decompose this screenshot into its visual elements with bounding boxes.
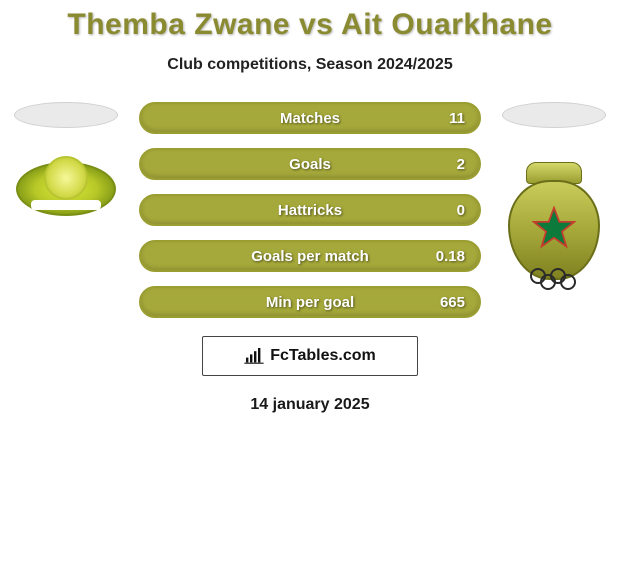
stat-bar-matches: Matches 11	[139, 102, 481, 134]
brand-text: FcTables.com	[270, 347, 376, 365]
stat-right-value: 11	[449, 110, 465, 127]
stat-right-value: 2	[457, 156, 465, 173]
badge-inner-circle	[44, 156, 88, 200]
bar-chart-icon	[244, 348, 264, 364]
crest-rings-icon	[530, 268, 578, 288]
stat-label: Min per goal	[266, 294, 354, 311]
snapshot-date: 14 january 2025	[0, 396, 620, 414]
stat-label: Matches	[280, 110, 340, 127]
stat-right-value: 0	[457, 202, 465, 219]
stat-right-value: 0.18	[436, 248, 465, 265]
right-player-col	[499, 102, 609, 292]
stat-label: Hattricks	[278, 202, 342, 219]
comparison-subtitle: Club competitions, Season 2024/2025	[0, 56, 620, 74]
left-flag-placeholder	[14, 102, 118, 128]
comparison-title: Themba Zwane vs Ait Ouarkhane	[0, 8, 620, 42]
stat-label: Goals per match	[251, 248, 369, 265]
stat-bar-hattricks: Hattricks 0	[139, 194, 481, 226]
stat-bar-goals: Goals 2	[139, 148, 481, 180]
comparison-card: Themba Zwane vs Ait Ouarkhane Club compe…	[0, 0, 620, 414]
right-club-badge	[502, 162, 606, 292]
stat-right-value: 665	[440, 294, 465, 311]
stat-bar-goals-per-match: Goals per match 0.18	[139, 240, 481, 272]
left-player-col	[11, 102, 121, 216]
left-club-badge	[16, 162, 116, 216]
stats-column: Matches 11 Goals 2 Hattricks 0 Goals per…	[139, 102, 481, 318]
main-row: Matches 11 Goals 2 Hattricks 0 Goals per…	[0, 102, 620, 318]
brand-attribution[interactable]: FcTables.com	[202, 336, 418, 376]
badge-banner	[31, 200, 101, 210]
stat-label: Goals	[289, 156, 331, 173]
crest-star-icon	[532, 206, 576, 250]
right-flag-placeholder	[502, 102, 606, 128]
stat-bar-min-per-goal: Min per goal 665	[139, 286, 481, 318]
